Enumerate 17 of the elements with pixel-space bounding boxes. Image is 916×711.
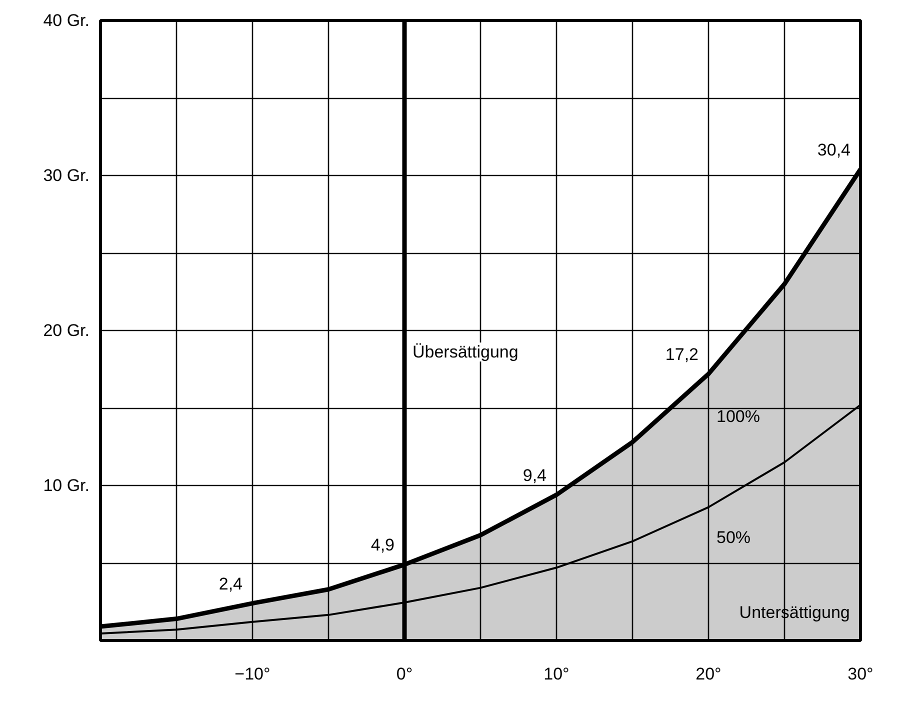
- annotation: 4,9: [370, 536, 395, 555]
- y-tick-label: 10 Gr.: [43, 476, 90, 495]
- x-tick-label: 20°: [696, 664, 722, 684]
- annotation: 9,4: [522, 466, 547, 485]
- series-label: 100%: [716, 406, 760, 426]
- y-tick-label: 40 Gr.: [43, 11, 90, 30]
- y-tick-label: 20 Gr.: [43, 321, 90, 340]
- x-tick-label: 10°: [544, 664, 570, 684]
- x-tick-label: −10°: [234, 664, 270, 684]
- series-label: 50%: [716, 528, 751, 548]
- annotation: 2,4: [218, 574, 243, 594]
- annotation: 17,2: [665, 344, 699, 364]
- annotation: 30,4: [817, 140, 851, 160]
- annotation: Übersättigung: [412, 342, 518, 362]
- x-tick-label: 0°: [396, 664, 413, 684]
- y-tick-label: 30 Gr.: [43, 166, 90, 185]
- x-tick-label: 30°: [848, 664, 874, 684]
